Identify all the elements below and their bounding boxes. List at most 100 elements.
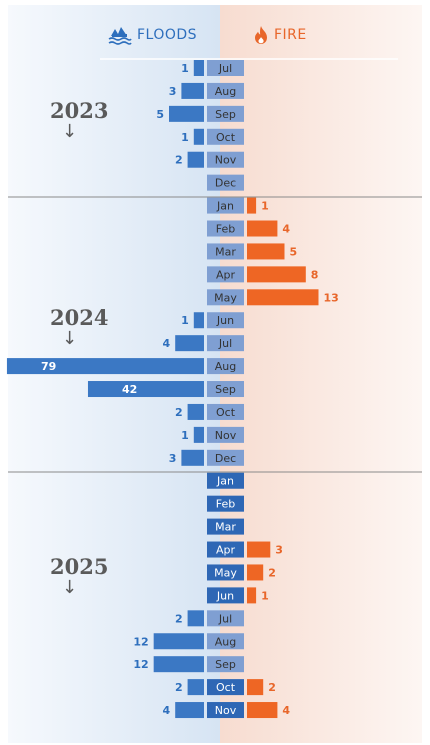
month-label: Jun bbox=[216, 589, 234, 602]
fire-bar bbox=[247, 243, 285, 260]
month-box bbox=[207, 449, 244, 466]
month-box bbox=[207, 541, 244, 558]
flood-bar bbox=[187, 679, 204, 696]
month-box bbox=[207, 82, 244, 99]
flood-bar bbox=[187, 151, 204, 168]
month-label: Nov bbox=[215, 704, 237, 717]
flood-bar bbox=[175, 335, 204, 352]
year-group-2024: 2024 ↓ bbox=[50, 305, 110, 348]
month-label: Dec bbox=[215, 452, 236, 465]
month-label: Jul bbox=[218, 612, 232, 625]
month-label: Sep bbox=[215, 108, 236, 121]
month-box bbox=[207, 656, 244, 673]
flood-value-label: 5 bbox=[156, 108, 164, 121]
month-label: Feb bbox=[216, 223, 235, 236]
flood-bar bbox=[187, 610, 204, 627]
flood-bar bbox=[181, 82, 204, 99]
down-arrow-icon: ↓ bbox=[62, 328, 78, 349]
month-box bbox=[207, 610, 244, 627]
year-group-2025: 2025 ↓ bbox=[50, 554, 110, 597]
floods-header: FLOODS bbox=[108, 22, 197, 48]
fire-header: FIRE bbox=[253, 22, 307, 48]
flood-bar bbox=[193, 312, 204, 329]
flood-bar bbox=[193, 426, 204, 443]
flood-bar bbox=[181, 449, 204, 466]
flood-value-label: 2 bbox=[175, 154, 183, 167]
flood-value-label: 42 bbox=[122, 383, 137, 396]
flood-value-label: 3 bbox=[169, 85, 177, 98]
month-box bbox=[207, 335, 244, 352]
flood-value-label: 1 bbox=[181, 314, 189, 327]
flood-value-label: 12 bbox=[133, 658, 148, 671]
flood-bar bbox=[175, 702, 204, 719]
flood-value-label: 1 bbox=[181, 429, 189, 442]
month-box bbox=[207, 243, 244, 260]
month-box bbox=[207, 220, 244, 237]
fire-value-label: 2 bbox=[268, 566, 276, 579]
month-box bbox=[207, 587, 244, 604]
fire-bar bbox=[247, 679, 264, 696]
month-box bbox=[207, 197, 244, 214]
month-label: Jan bbox=[216, 475, 234, 488]
floods-header-label: FLOODS bbox=[137, 27, 198, 43]
fire-bar bbox=[247, 541, 271, 558]
month-box bbox=[207, 289, 244, 306]
month-box bbox=[207, 174, 244, 191]
month-label: May bbox=[214, 566, 237, 579]
flood-bar bbox=[6, 358, 204, 375]
flood-value-label: 4 bbox=[163, 337, 171, 350]
month-label: Mar bbox=[215, 245, 236, 258]
month-label: Aug bbox=[215, 360, 236, 373]
flood-bar bbox=[153, 633, 204, 650]
fire-value-label: 13 bbox=[324, 291, 339, 304]
year-label-2023: 2023 bbox=[50, 98, 109, 123]
month-label: Feb bbox=[216, 498, 235, 511]
flood-value-label: 4 bbox=[163, 704, 171, 717]
month-label: Mar bbox=[215, 521, 236, 534]
month-box bbox=[207, 128, 244, 145]
month-label: Dec bbox=[215, 177, 236, 190]
month-box bbox=[207, 381, 244, 398]
year-label-2025: 2025 bbox=[50, 554, 109, 579]
fire-value-label: 2 bbox=[268, 681, 276, 694]
fire-value-label: 4 bbox=[282, 223, 290, 236]
flood-bar bbox=[187, 403, 204, 420]
month-label: Nov bbox=[215, 429, 237, 442]
month-label: Aug bbox=[215, 85, 236, 98]
month-box bbox=[207, 702, 244, 719]
flame-icon bbox=[255, 26, 267, 44]
fire-bar bbox=[247, 197, 257, 214]
fire-bar bbox=[247, 564, 264, 581]
month-box bbox=[207, 518, 244, 535]
month-box bbox=[207, 358, 244, 375]
month-box bbox=[207, 151, 244, 168]
fire-bar bbox=[247, 587, 257, 604]
month-label: Oct bbox=[216, 681, 236, 694]
month-box bbox=[207, 266, 244, 283]
month-box bbox=[207, 679, 244, 696]
flood-value-label: 2 bbox=[175, 406, 183, 419]
month-label: Apr bbox=[216, 544, 236, 557]
flood-value-label: 1 bbox=[181, 131, 189, 144]
flood-value-label: 79 bbox=[41, 360, 56, 373]
month-label: Nov bbox=[215, 154, 237, 167]
month-box bbox=[207, 633, 244, 650]
month-label: Jan bbox=[216, 200, 234, 213]
month-box bbox=[207, 312, 244, 329]
month-label: Oct bbox=[216, 131, 236, 144]
month-box bbox=[207, 495, 244, 512]
fire-background bbox=[220, 5, 422, 743]
down-arrow-icon: ↓ bbox=[62, 577, 78, 598]
month-box bbox=[207, 472, 244, 489]
fire-value-label: 1 bbox=[261, 589, 269, 602]
year-group-2023: 2023 ↓ bbox=[50, 98, 110, 141]
month-label: Apr bbox=[216, 268, 236, 281]
month-label: Aug bbox=[215, 635, 236, 648]
flood-bar bbox=[193, 128, 204, 145]
month-box bbox=[207, 564, 244, 581]
flood-bar bbox=[193, 60, 204, 76]
flood-value-label: 12 bbox=[133, 635, 148, 648]
month-label: Jul bbox=[218, 62, 232, 75]
fire-bar bbox=[247, 266, 306, 283]
